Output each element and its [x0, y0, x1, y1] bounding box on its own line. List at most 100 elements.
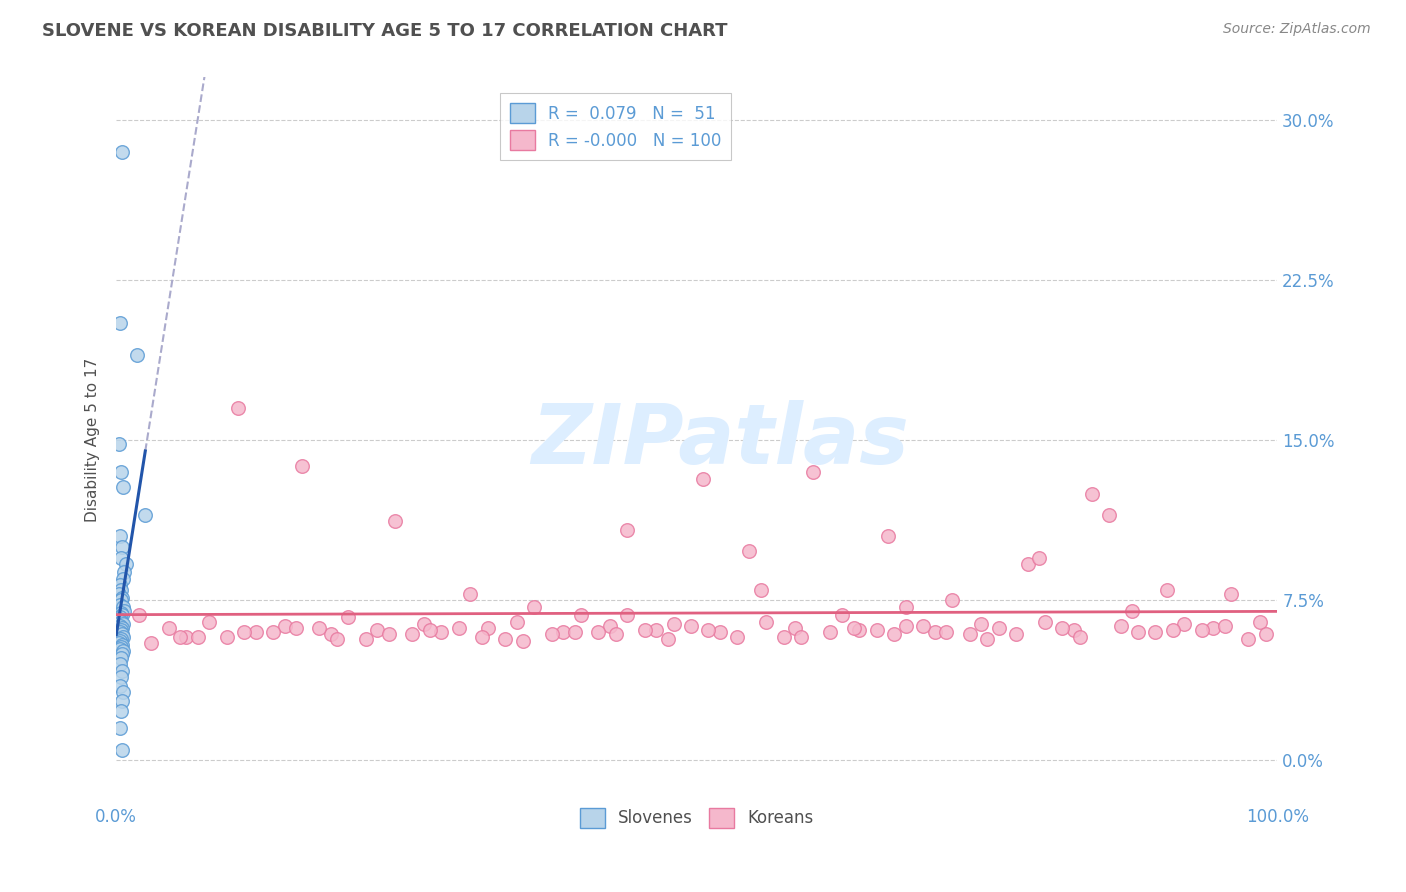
Point [912, 619, 935, 633]
Point [1173, 616, 1195, 631]
Point [477, 621, 499, 635]
Point [112, 480, 135, 494]
Point [894, 599, 917, 614]
Point [894, 619, 917, 633]
Point [111, 591, 134, 606]
Point [605, 627, 627, 641]
Point [111, 608, 134, 623]
Point [633, 623, 655, 637]
Point [111, 638, 134, 652]
Point [108, 657, 131, 672]
Point [215, 630, 238, 644]
Point [111, 145, 134, 160]
Point [285, 621, 308, 635]
Point [1144, 625, 1167, 640]
Point [785, 621, 807, 635]
Point [108, 679, 131, 693]
Point [169, 630, 191, 644]
Point [108, 529, 131, 543]
Point [127, 348, 149, 362]
Point [738, 544, 761, 558]
Point [987, 621, 1010, 635]
Point [110, 550, 132, 565]
Point [697, 623, 720, 637]
Point [366, 623, 388, 637]
Point [111, 647, 134, 661]
Point [970, 616, 993, 631]
Point [1098, 508, 1121, 522]
Point [107, 612, 129, 626]
Point [110, 623, 132, 637]
Point [820, 625, 842, 640]
Point [586, 625, 609, 640]
Point [108, 625, 131, 640]
Point [112, 604, 135, 618]
Point [1126, 625, 1149, 640]
Point [1254, 627, 1277, 641]
Point [134, 508, 156, 522]
Point [110, 670, 132, 684]
Point [112, 572, 135, 586]
Point [110, 615, 132, 629]
Point [692, 472, 714, 486]
Point [1063, 623, 1085, 637]
Point [112, 616, 135, 631]
Point [226, 401, 249, 416]
Point [110, 593, 132, 607]
Point [107, 437, 129, 451]
Point [174, 630, 197, 644]
Point [245, 625, 267, 640]
Point [273, 619, 295, 633]
Point [1028, 550, 1050, 565]
Point [111, 742, 134, 756]
Point [1237, 632, 1260, 646]
Text: Source: ZipAtlas.com: Source: ZipAtlas.com [1223, 22, 1371, 37]
Point [291, 458, 314, 473]
Point [831, 608, 853, 623]
Point [128, 608, 150, 623]
Point [108, 316, 131, 330]
Point [401, 627, 423, 641]
Point [1161, 623, 1184, 637]
Point [186, 630, 208, 644]
Legend: Slovenes, Koreans: Slovenes, Koreans [572, 801, 821, 835]
Point [114, 557, 136, 571]
Point [645, 623, 668, 637]
Point [108, 642, 131, 657]
Point [1249, 615, 1271, 629]
Point [430, 625, 453, 640]
Point [112, 599, 135, 614]
Point [842, 621, 865, 635]
Point [107, 587, 129, 601]
Point [110, 632, 132, 646]
Point [1005, 627, 1028, 641]
Point [1156, 582, 1178, 597]
Point [110, 606, 132, 620]
Point [1121, 604, 1143, 618]
Point [460, 587, 482, 601]
Point [941, 593, 963, 607]
Point [108, 619, 131, 633]
Point [1219, 587, 1241, 601]
Point [679, 619, 702, 633]
Point [111, 540, 134, 554]
Point [755, 615, 778, 629]
Point [773, 630, 796, 644]
Point [848, 623, 870, 637]
Point [108, 598, 131, 612]
Point [1033, 615, 1056, 629]
Point [108, 721, 131, 735]
Point [512, 633, 534, 648]
Point [112, 685, 135, 699]
Point [447, 621, 470, 635]
Point [725, 630, 748, 644]
Point [790, 630, 813, 644]
Point [110, 651, 132, 665]
Point [749, 582, 772, 597]
Point [111, 627, 134, 641]
Point [616, 523, 638, 537]
Point [866, 623, 889, 637]
Point [112, 566, 135, 580]
Y-axis label: Disability Age 5 to 17: Disability Age 5 to 17 [86, 358, 100, 523]
Point [506, 615, 529, 629]
